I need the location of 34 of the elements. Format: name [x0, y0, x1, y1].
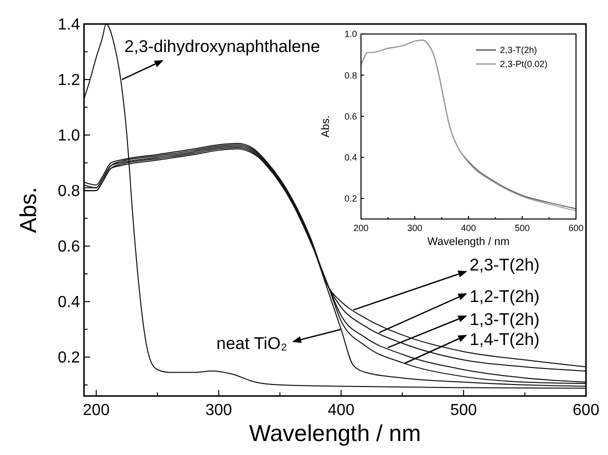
y-tick-label: 0.8 — [344, 70, 357, 80]
x-tick-label: 600 — [572, 402, 600, 419]
annotation: 2,3-dihydroxynaphthalene — [124, 37, 320, 56]
annotation: 1,2-T(2h) — [470, 287, 540, 306]
y-tick-label: 0.2 — [58, 350, 80, 367]
x-tick-label: 500 — [514, 223, 530, 233]
x-tick-label: 300 — [407, 223, 422, 233]
y-tick-label: 0.4 — [58, 294, 80, 312]
legend-label: 2,3-T(2h) — [500, 45, 538, 56]
annotation: neat TiO₂ — [216, 334, 288, 354]
y-tick-label: 0.6 — [58, 238, 80, 256]
x-tick-label: 300 — [205, 402, 232, 419]
y-tick-label: 1.0 — [58, 128, 80, 145]
x-tick-label: 400 — [460, 223, 476, 233]
y-tick-label: 1.0 — [344, 29, 357, 40]
y-axis-title: Abs. — [15, 186, 41, 234]
y-tick-label: 0.2 — [344, 194, 357, 204]
x-axis-title: Wavelength / nm — [249, 420, 421, 446]
annotation: 1,3-T(2h) — [470, 310, 540, 330]
annotation: 2,3-T(2h) — [470, 255, 540, 274]
y-axis-title: Abs. — [320, 115, 332, 138]
y-tick-label: 0.4 — [344, 152, 357, 162]
y-tick-label: 0.8 — [58, 183, 80, 200]
y-tick-label: 1.2 — [58, 72, 80, 90]
annotation: 1,4-T(2h) — [470, 330, 540, 350]
x-tick-label: 200 — [353, 223, 369, 233]
legend-label: 2,3-Pt(0.02) — [500, 59, 548, 70]
x-tick-label: 400 — [328, 402, 355, 419]
x-tick-label: 600 — [568, 223, 584, 233]
y-tick-label: 0.6 — [344, 111, 357, 122]
x-tick-label: 500 — [450, 402, 478, 419]
x-tick-label: 200 — [82, 402, 110, 419]
y-tick-label: 1.4 — [58, 16, 80, 34]
x-axis-title: Wavelength / nm — [427, 236, 510, 248]
